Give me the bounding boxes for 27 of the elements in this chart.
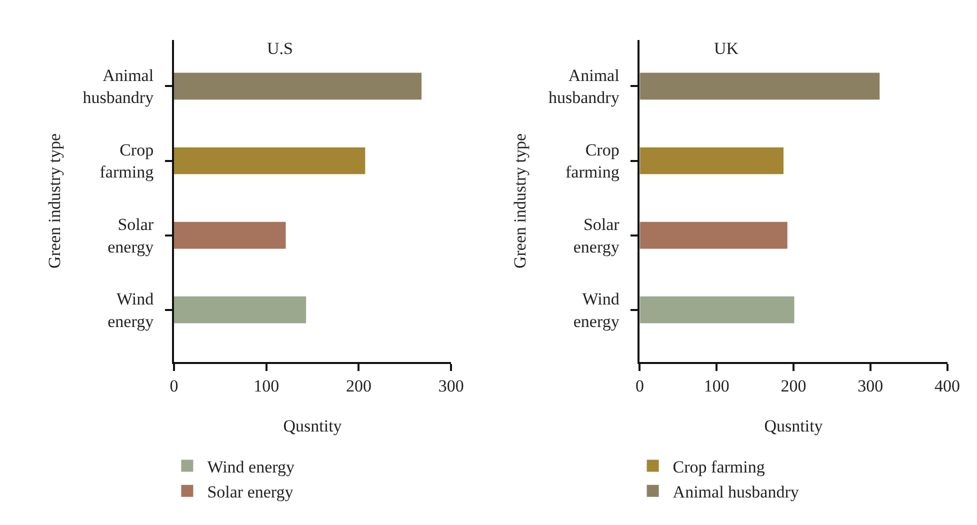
legend-label: Animal husbandry xyxy=(672,482,800,502)
legend-label: Solar energy xyxy=(207,482,294,502)
x-axis-title: Qusntity xyxy=(283,416,342,436)
x-tick-label: 100 xyxy=(254,376,280,396)
legend-label: Wind energy xyxy=(207,457,295,476)
x-tick-label: 300 xyxy=(858,376,884,396)
x-tick-label: 0 xyxy=(635,376,644,396)
x-tick-label: 0 xyxy=(170,376,178,396)
y-tick-label: Crop farming xyxy=(100,140,154,182)
y-tick-label: Animal husbandry xyxy=(548,66,620,108)
y-tick-label: Animal husbandry xyxy=(82,66,154,108)
y-axis-title: Green industry type xyxy=(44,133,64,269)
y-tick-label: Solar energy xyxy=(108,215,154,256)
x-tick-label: 200 xyxy=(346,376,372,396)
x-tick-label: 100 xyxy=(704,376,730,396)
chart-title: U.S xyxy=(267,39,293,58)
x-tick-label: 200 xyxy=(780,376,806,396)
x-tick-label: 300 xyxy=(438,376,464,396)
y-tick-label: Solar energy xyxy=(573,215,620,256)
y-tick-label: Crop farming xyxy=(566,140,620,182)
y-tick-label: Wind energy xyxy=(108,290,154,331)
chart-title: UK xyxy=(714,39,740,58)
y-axis-title: Green industry type xyxy=(510,133,530,269)
legend-label: Crop farming xyxy=(672,457,766,476)
y-tick-label: Wind energy xyxy=(573,290,620,331)
x-axis-title: Qusntity xyxy=(764,416,824,436)
x-tick-label: 400 xyxy=(934,376,960,396)
